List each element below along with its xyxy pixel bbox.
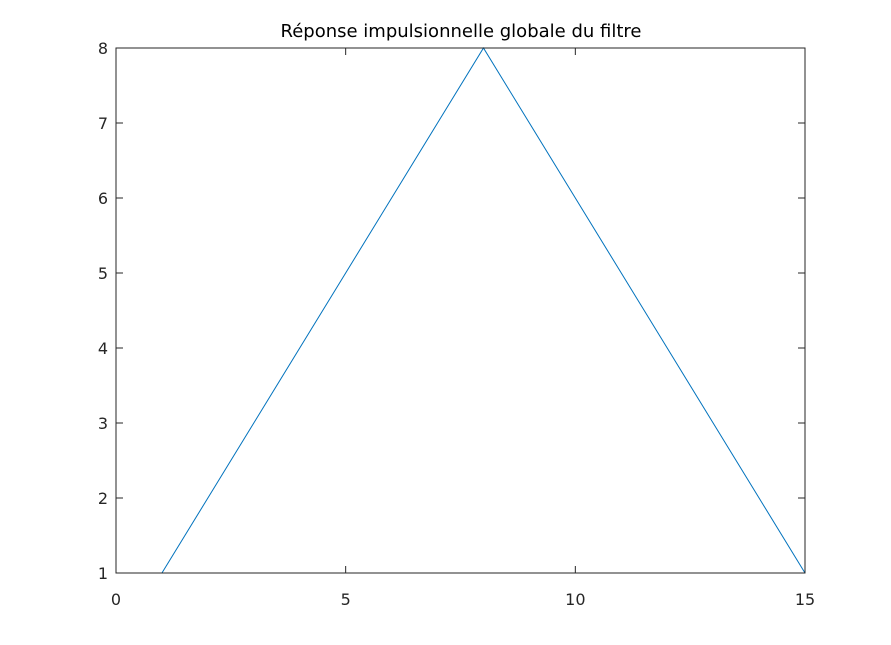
y-tick-label: 3 — [98, 414, 108, 433]
x-tick-label: 10 — [565, 590, 585, 609]
chart-title: Réponse impulsionnelle globale du filtre — [281, 21, 642, 42]
y-tick-label: 8 — [98, 39, 108, 58]
plot-area — [116, 48, 805, 573]
y-tick-label: 1 — [98, 564, 108, 583]
x-tick-label: 15 — [795, 590, 815, 609]
y-tick-label: 5 — [98, 264, 108, 283]
x-tick-label: 5 — [341, 590, 351, 609]
y-tick-label: 2 — [98, 489, 108, 508]
y-tick-label: 6 — [98, 189, 108, 208]
y-tick-label: 7 — [98, 114, 108, 133]
y-tick-label: 4 — [98, 339, 108, 358]
axes-box — [115, 47, 806, 574]
x-tick-label: 0 — [111, 590, 121, 609]
